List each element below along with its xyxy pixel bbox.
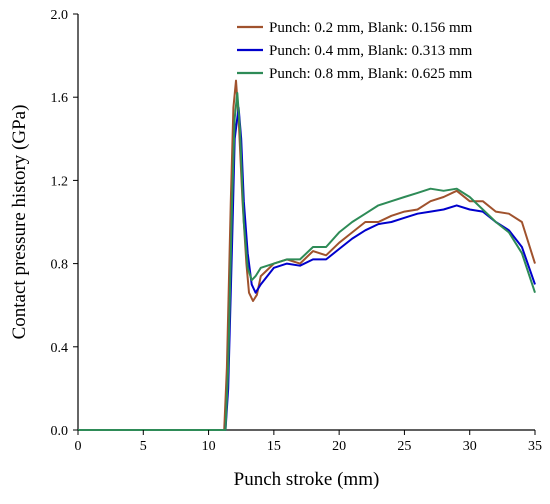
- legend-label: Punch: 0.2 mm, Blank: 0.156 mm: [269, 20, 473, 36]
- x-tick-label: 20: [332, 439, 346, 454]
- x-tick-label: 0: [75, 439, 82, 454]
- ticks-layer: 0 5 10 15 20 25 30 35 0.0 0.4 0.8 1.2 1.6 2.0: [51, 8, 543, 454]
- series-layer: [78, 79, 536, 431]
- y-tick-label: 0.4: [51, 341, 69, 356]
- x-tick-label: 30: [463, 439, 477, 454]
- x-tick-label: 25: [397, 439, 411, 454]
- y-tick-label: 1.6: [51, 91, 69, 106]
- x-axis-title: Punch stroke (mm): [234, 469, 380, 490]
- legend-label: Punch: 0.8 mm, Blank: 0.625 mm: [269, 66, 473, 82]
- x-tick-label: 10: [202, 439, 216, 454]
- y-axis-title: Contact pressure history (GPa): [9, 105, 30, 340]
- y-tick-label: 2.0: [51, 8, 69, 23]
- series-line: [78, 92, 536, 431]
- y-tick-label: 0.0: [51, 424, 69, 439]
- x-tick-label: 35: [528, 439, 542, 454]
- x-tick-label: 5: [140, 439, 147, 454]
- y-tick-label: 0.8: [51, 258, 69, 273]
- x-tick-label: 15: [267, 439, 281, 454]
- y-tick-label: 1.2: [51, 174, 69, 189]
- legend: Punch: 0.2 mm, Blank: 0.156 mm Punch: 0.4…: [237, 20, 473, 82]
- legend-label: Punch: 0.4 mm, Blank: 0.313 mm: [269, 43, 473, 59]
